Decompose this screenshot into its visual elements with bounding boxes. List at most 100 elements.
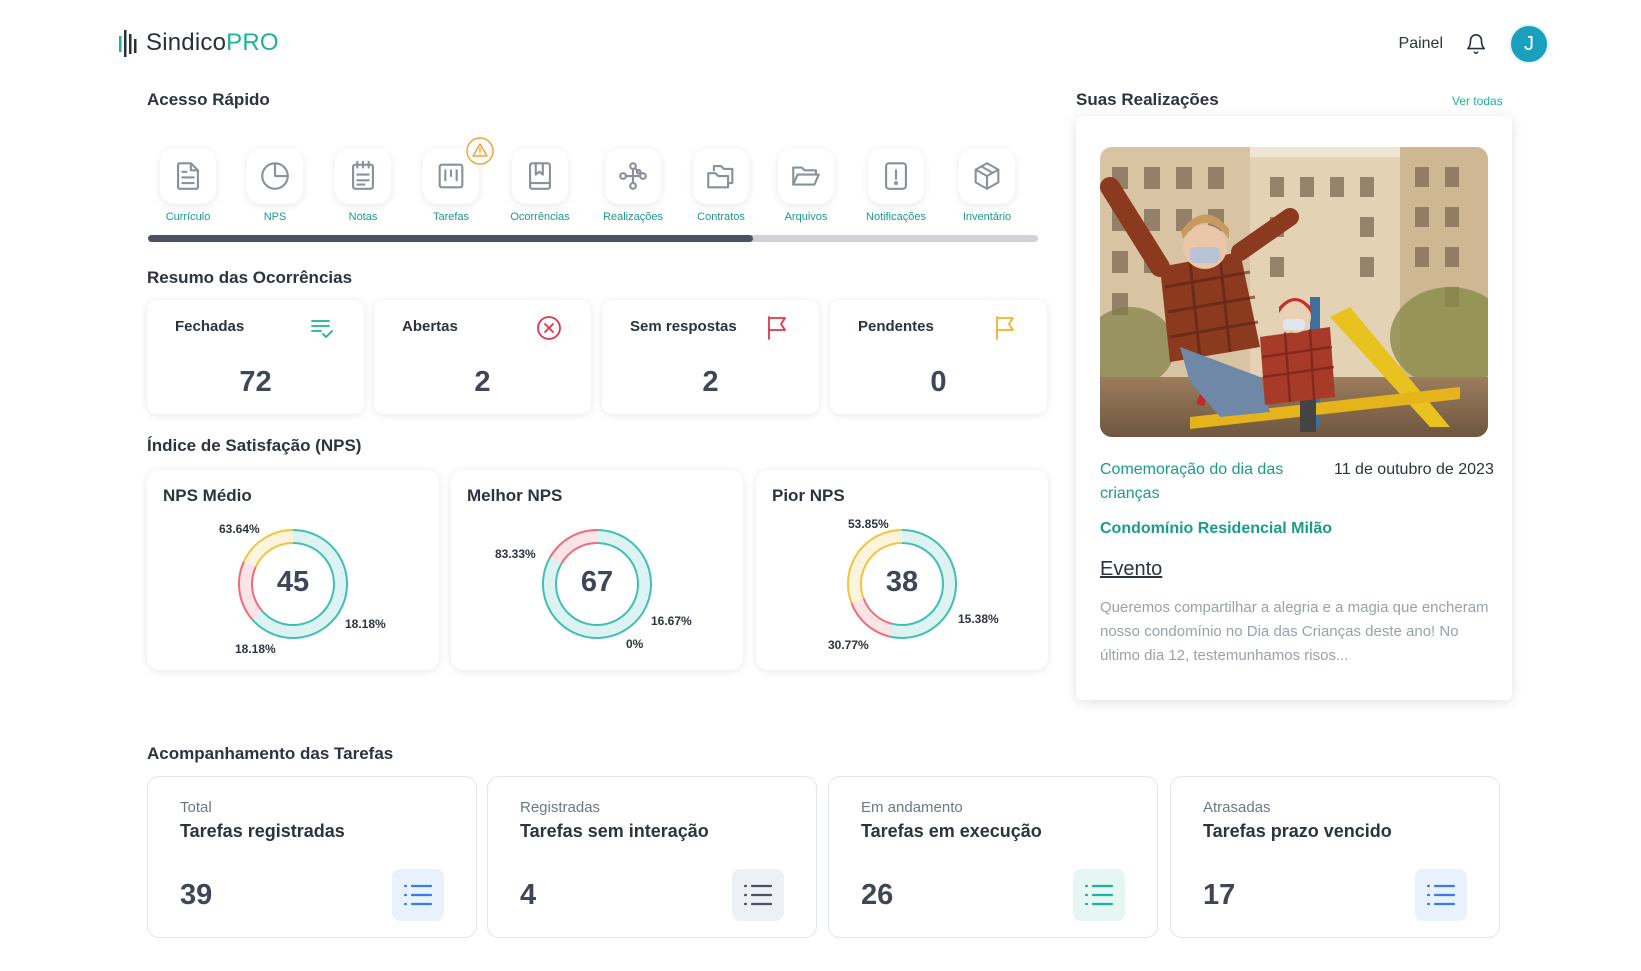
qa-icon-box	[605, 148, 661, 204]
logo[interactable]: SindicoPRO	[118, 28, 279, 58]
kanban-icon	[438, 163, 464, 189]
qa-icon-box	[778, 148, 834, 204]
donut-segment-promoters	[252, 530, 347, 638]
occurrence-label: Sem respostas	[630, 318, 737, 335]
nps-card-medio: NPS Médio 45 63.64% 18.18% 18.18%	[147, 470, 439, 670]
occurrence-card-abertas[interactable]: Abertas 2	[374, 300, 591, 414]
promoters-percent: 53.85%	[848, 517, 889, 531]
donut-segment-promoters	[543, 530, 651, 638]
donut-segment-neutral	[848, 530, 903, 604]
achievement-date: 11 de outubro de 2023	[1334, 461, 1494, 478]
quick-access-scrollbar[interactable]	[148, 235, 1038, 242]
task-card-em-andamento[interactable]: Em andamento Tarefas em execução 26	[828, 776, 1158, 938]
nps-card-title: Melhor NPS	[467, 486, 563, 505]
qa-icon-box	[160, 148, 216, 204]
achievement-type[interactable]: Evento	[1100, 558, 1163, 580]
qa-label: Currículo	[165, 211, 211, 223]
achievements-title: Suas Realizações	[1076, 90, 1219, 109]
quick-access-inventario[interactable]: Inventário	[947, 148, 1027, 223]
alert-file-icon	[885, 162, 907, 190]
qa-icon-box	[959, 148, 1015, 204]
occurrence-value: 0	[930, 366, 947, 398]
occurrences-title: Resumo das Ocorrências	[147, 268, 353, 287]
flag-icon	[996, 316, 1014, 340]
occurrence-value: 72	[239, 366, 272, 398]
nps-value: 38	[885, 566, 919, 598]
donut-inline-promoters	[261, 542, 335, 626]
list-icon	[1426, 884, 1456, 906]
nps-title: Índice de Satisfação (NPS)	[147, 436, 362, 455]
warning-icon	[466, 137, 494, 165]
qa-label: Contratos	[697, 211, 745, 223]
occurrence-card-pendentes[interactable]: Pendentes 0	[830, 300, 1047, 414]
occurrence-card-fechadas[interactable]: Fechadas 72	[147, 300, 364, 414]
quick-access-ocorrencias[interactable]: Ocorrências	[500, 148, 580, 223]
donut-outline-neutral	[847, 529, 902, 604]
see-all-link[interactable]: Ver todas	[1452, 94, 1503, 108]
quick-access-notificacoes[interactable]: Notificações	[856, 148, 936, 223]
quick-access-row: Currículo NPS Notas Tarefas	[148, 137, 1048, 228]
book-icon	[529, 162, 551, 190]
donut-segment-neutral	[243, 530, 294, 568]
quick-access-realizacoes[interactable]: Realizações	[593, 148, 673, 223]
nav-right: Painel J	[1399, 24, 1549, 64]
scrollbar-thumb[interactable]	[148, 235, 754, 242]
donut-inline-promoters	[555, 542, 639, 626]
occurrence-value: 2	[702, 366, 719, 398]
task-card-registradas[interactable]: Registradas Tarefas sem interação 4	[487, 776, 817, 938]
donut-inline-detractors	[862, 598, 893, 625]
occurrence-card-sem-respostas[interactable]: Sem respostas 2	[602, 300, 819, 414]
bell-icon[interactable]	[1465, 33, 1487, 55]
logo-mark-icon	[119, 30, 137, 57]
task-card-atrasadas[interactable]: Atrasadas Tarefas prazo vencido 17	[1170, 776, 1500, 938]
nps-card-melhor: Melhor NPS 67 83.33% 16.67% 0%	[451, 470, 743, 670]
nps-value: 67	[580, 566, 614, 598]
quick-access-arquivos[interactable]: Arquivos	[766, 148, 846, 223]
avatar[interactable]: J	[1509, 24, 1549, 64]
donut-outline-detractors	[850, 602, 890, 638]
achievement-photo[interactable]	[1100, 147, 1488, 437]
task-category: Registradas	[520, 799, 601, 816]
achievement-event-title[interactable]: Comemoração do dia das crianças	[1100, 461, 1284, 502]
quick-access-tarefas[interactable]: Tarefas	[411, 137, 494, 223]
donut-inline-detractors	[251, 566, 263, 612]
tasks-title: Acompanhamento das Tarefas	[147, 744, 394, 763]
achievement-description: Queremos compartilhar a alegria e a magi…	[1100, 599, 1489, 664]
quick-access-curriculo[interactable]: Currículo	[148, 148, 228, 223]
painel-link[interactable]: Painel	[1398, 35, 1443, 52]
task-list-button[interactable]	[392, 869, 444, 921]
nps-card-title: NPS Médio	[163, 486, 252, 505]
donut-segment-detractors	[239, 561, 263, 620]
logo-main: Sindico	[146, 29, 227, 56]
task-list-button[interactable]	[1415, 869, 1467, 921]
qa-icon-box	[693, 148, 749, 204]
qa-label: Ocorrências	[510, 211, 570, 223]
quick-access-contratos[interactable]: Contratos	[681, 148, 761, 223]
network-icon	[619, 162, 647, 190]
donut-inline-detractors	[560, 542, 598, 565]
task-list-button[interactable]	[732, 869, 784, 921]
task-title: Tarefas em execução	[861, 821, 1042, 841]
box-icon	[974, 162, 1000, 190]
task-card-total[interactable]: Total Tarefas registradas 39	[147, 776, 477, 938]
donut-outline-promoters	[888, 529, 957, 639]
document-icon	[177, 162, 199, 190]
donut-outline-promoters	[251, 529, 348, 639]
quick-access-notas[interactable]: Notas	[323, 148, 403, 223]
achievement-card[interactable]: Comemoração do dia das crianças 11 de ou…	[1076, 116, 1512, 700]
quick-access-nps[interactable]: NPS	[235, 148, 315, 223]
task-list-button[interactable]	[1073, 869, 1125, 921]
task-category: Atrasadas	[1203, 799, 1271, 816]
logo-accent: PRO	[226, 29, 279, 56]
donut-inline-neutral	[254, 542, 294, 568]
task-category: Total	[180, 799, 212, 816]
detractors-percent: 18.18%	[345, 617, 386, 631]
promoters-percent: 63.64%	[219, 522, 260, 536]
donut-outline-detractors	[549, 529, 597, 558]
task-category: Em andamento	[861, 799, 963, 816]
kids-playground-image	[1100, 147, 1488, 437]
donut-outline-neutral	[242, 529, 293, 562]
logo-text: SindicoPRO	[146, 29, 279, 57]
nps-card-title: Pior NPS	[772, 486, 845, 505]
nps-donut-chart	[542, 529, 652, 639]
